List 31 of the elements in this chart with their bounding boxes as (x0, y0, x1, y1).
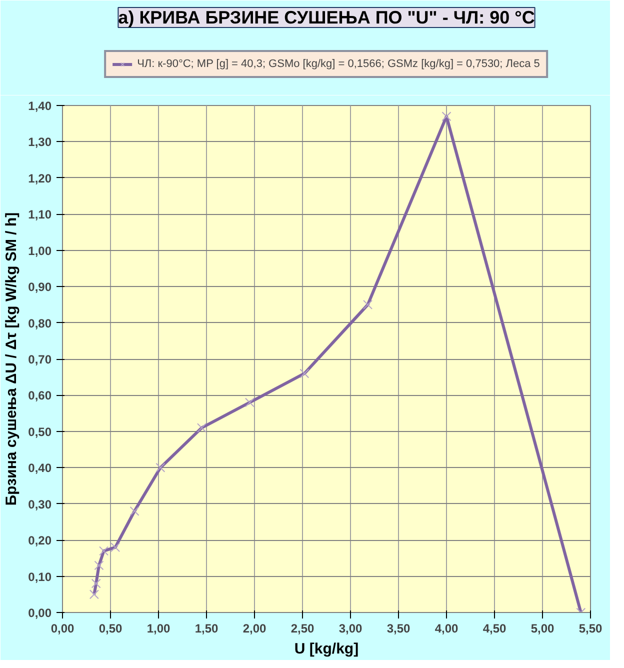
x-tick-label: 3,50 (386, 622, 411, 636)
y-tick-label: 0,10 (28, 570, 52, 584)
y-axis-title: Брзина сушења ΔU / Δτ [kg W/kg SM / h] (3, 212, 20, 506)
x-tick-label: 4,00 (434, 622, 459, 636)
y-tick-label: 1,00 (28, 244, 52, 258)
chart-title: а) КРИВА БРЗИНЕ СУШЕЊА ПО "U" - ЧЛ: 90 °C (118, 8, 535, 28)
x-tick-label: 3,00 (338, 622, 363, 636)
x-tick-label: 0,50 (98, 622, 123, 636)
y-tick-label: 0,80 (28, 316, 52, 330)
y-tick-label: 0,20 (28, 534, 52, 548)
y-tick-label: 1,20 (28, 171, 52, 186)
y-tick-label: 0,40 (28, 461, 52, 476)
y-tick-label: 0,30 (28, 497, 52, 512)
x-tick-label: 5,50 (578, 622, 603, 636)
y-tick-label: 0,70 (28, 352, 52, 366)
y-tick-label: 1,30 (28, 135, 52, 150)
y-tick-label: 1,10 (28, 208, 52, 222)
x-tick-label: 5,00 (530, 622, 555, 636)
y-tick-label: 0,90 (28, 280, 52, 294)
x-tick-label: 4,50 (482, 622, 507, 636)
x-tick-label: 0,00 (50, 622, 75, 636)
y-tick-label: 0,00 (28, 606, 52, 620)
y-tick-label: 1,40 (28, 99, 52, 113)
legend-label: ЧЛ: к-90°C; MP [g] = 40,3; GSMo [kg/kg] = 0,1566; GSMz [kg/kg] = 0,7530; Леса 5 (137, 58, 540, 70)
x-tick-label: 1,50 (194, 622, 219, 636)
y-tick-label: 0,60 (28, 388, 52, 403)
y-tick-label: 0,50 (28, 424, 52, 439)
x-tick-label: 2,00 (242, 622, 267, 636)
x-axis-title: U [kg/kg] (294, 640, 359, 658)
x-tick-label: 1,00 (146, 622, 171, 636)
x-tick-label: 2,50 (290, 622, 315, 636)
